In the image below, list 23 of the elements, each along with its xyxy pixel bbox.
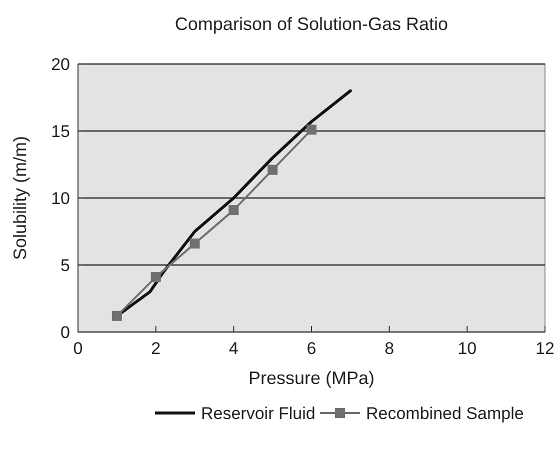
point [190, 238, 200, 249]
legend-label: Recombined Sample [366, 404, 524, 423]
y-tick-label: 10 [51, 189, 70, 208]
x-tick-label: 12 [536, 339, 554, 358]
x-tick-label: 8 [384, 339, 394, 358]
x-tick-label: 6 [306, 339, 316, 358]
y-tick-label: 0 [60, 323, 70, 342]
point [268, 164, 278, 175]
chart-title: Comparison of Solution-Gas Ratio [174, 14, 448, 34]
x-tick-label: 2 [151, 339, 161, 358]
y-tick-label: 20 [51, 55, 70, 74]
x-tick-label: 0 [73, 339, 83, 358]
x-tick-label: 4 [228, 339, 238, 358]
x-axis-title: Pressure (MPa) [248, 368, 375, 388]
point [150, 272, 161, 282]
x-tick-label: 10 [458, 339, 477, 358]
point [306, 124, 316, 135]
point [112, 310, 122, 321]
legend-label: Reservoir Fluid [201, 404, 316, 423]
y-tick-label: 5 [60, 256, 70, 275]
y-tick-label: 15 [51, 122, 70, 141]
point [228, 205, 239, 216]
y-axis-title: Solubility (m/m) [10, 136, 30, 260]
